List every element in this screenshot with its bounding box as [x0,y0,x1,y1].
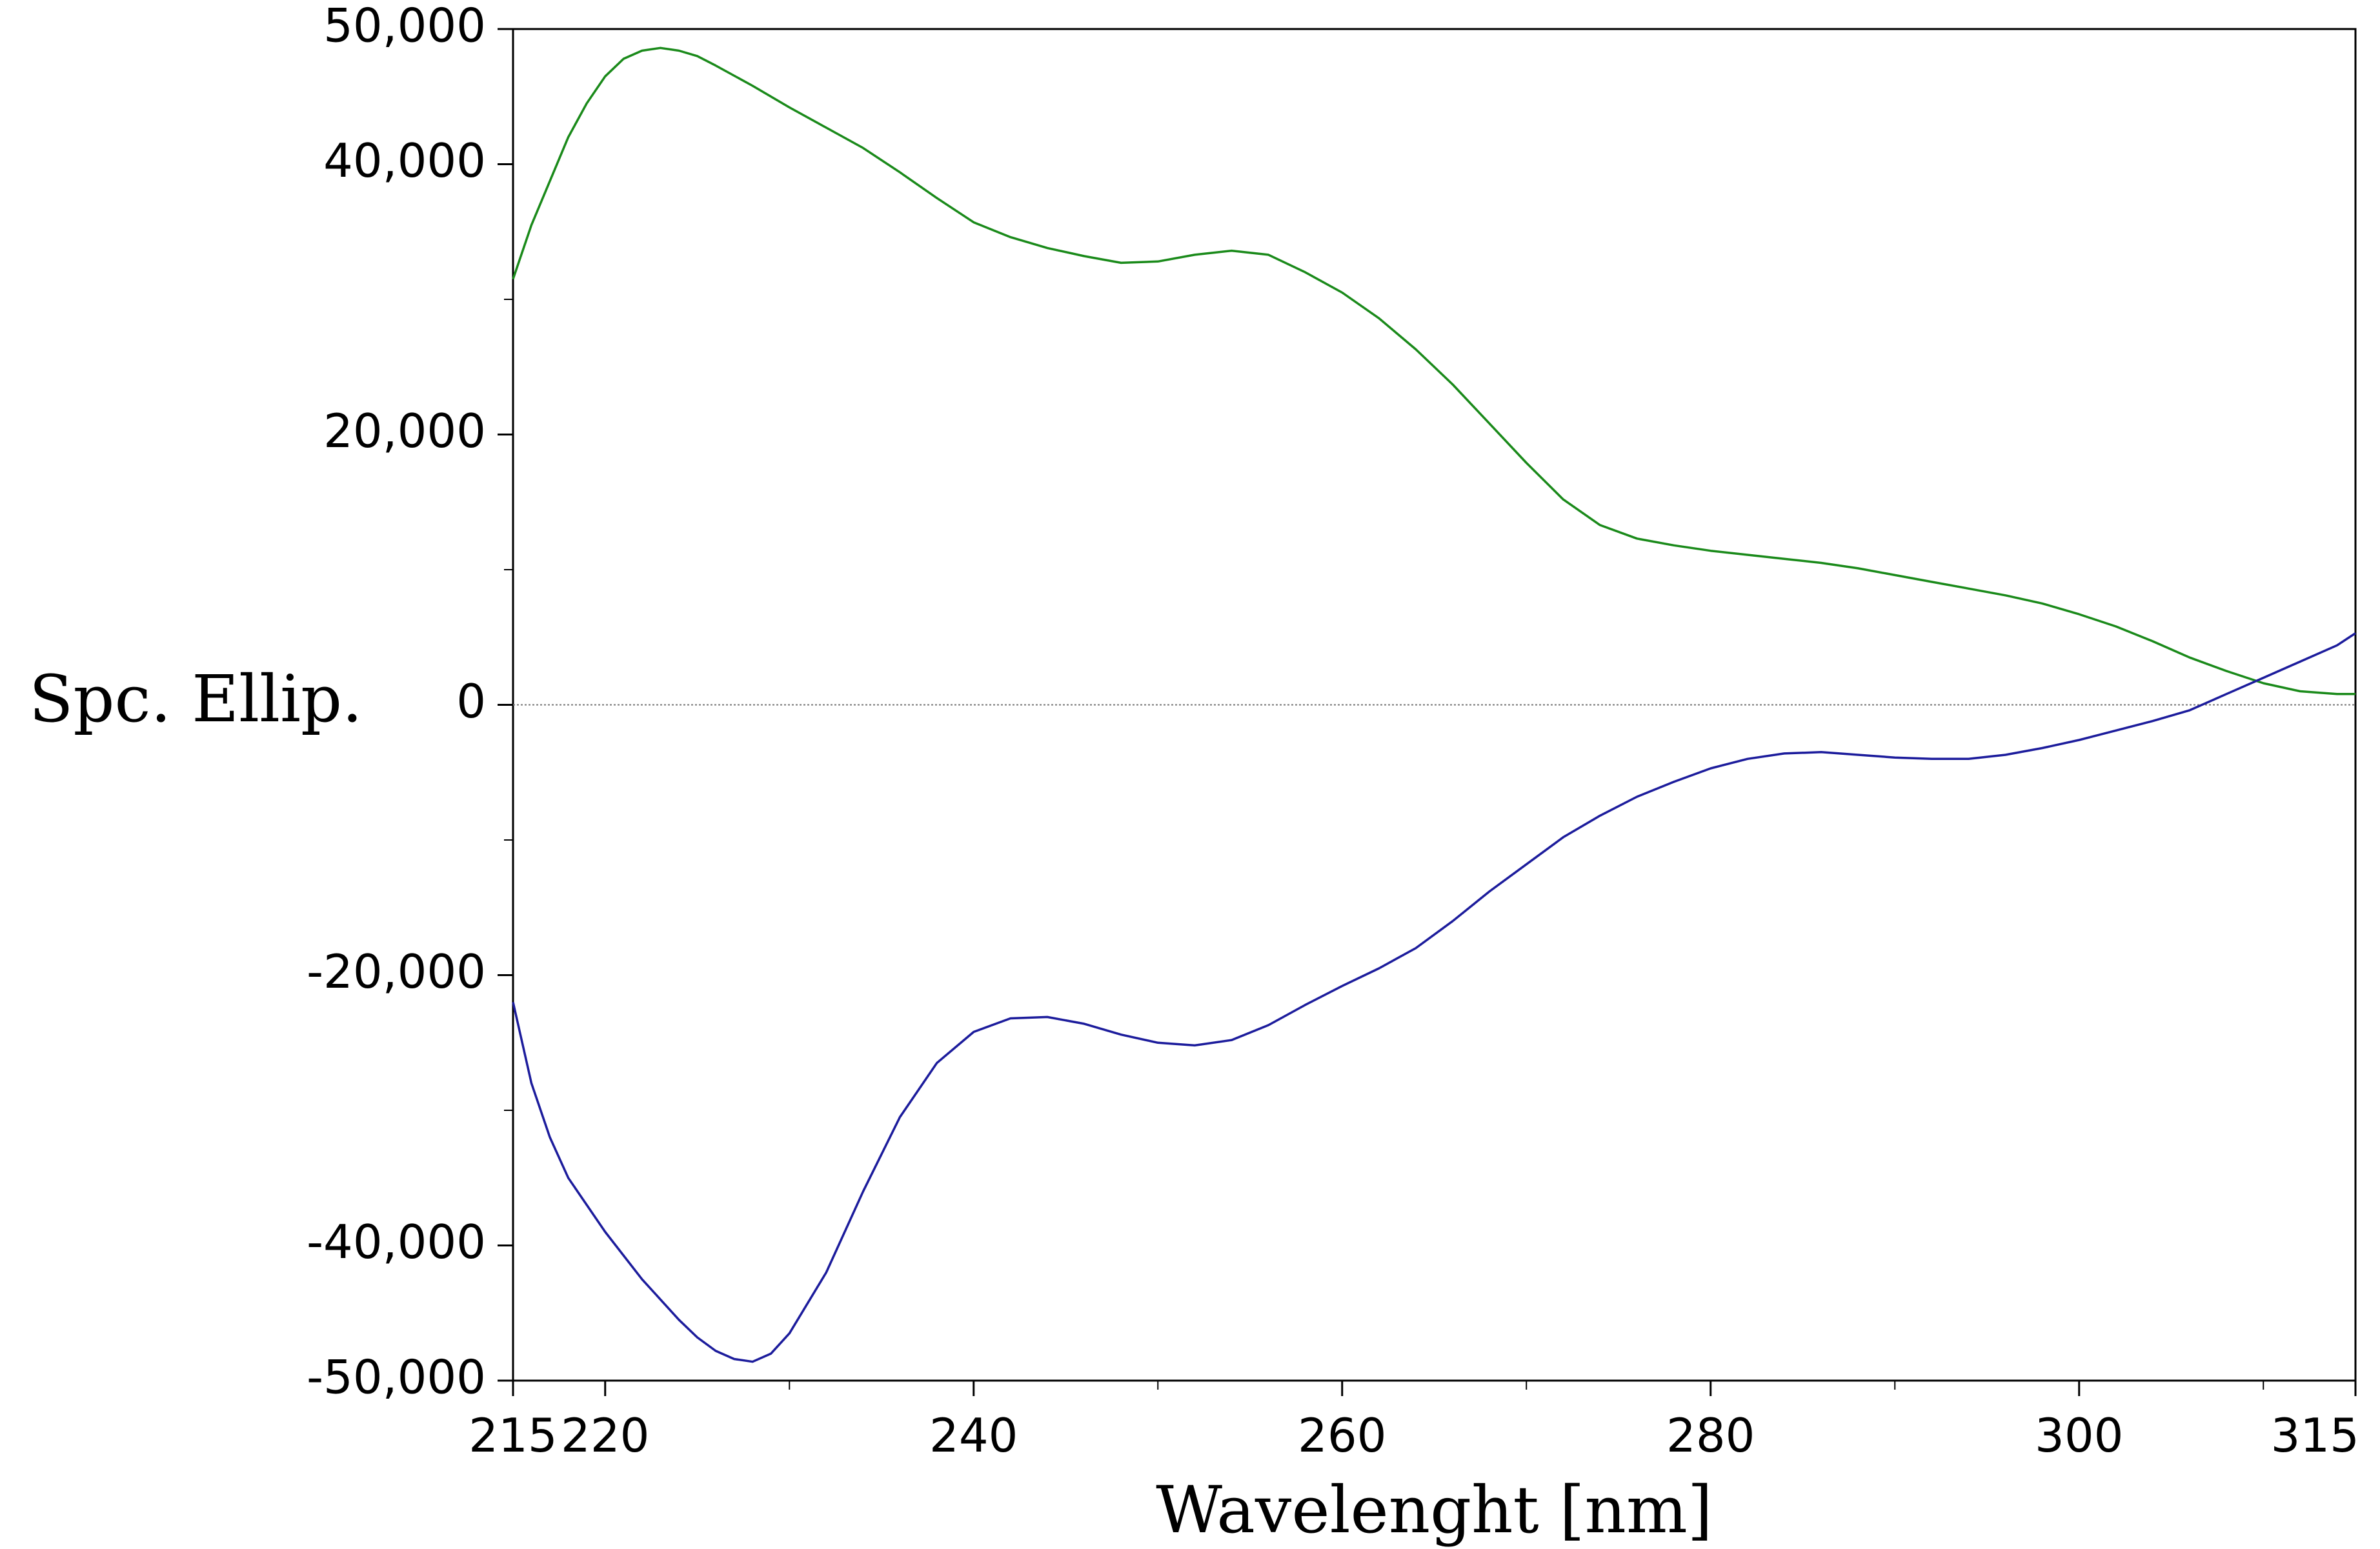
y-tick-label-5: -40,000 [307,1215,486,1269]
x-axis-title: Wavelenght [nm] [1156,1472,1713,1548]
y-tick-label-6: -50,000 [307,1350,486,1404]
series-line-green [512,46,2355,695]
x-tick-label-1: 220 [561,1408,649,1463]
x-tick-label-2: 240 [929,1408,1018,1463]
x-tick-label-6: 315 [2271,1408,2359,1463]
y-axis-title: Spc. Ellip. [29,661,363,737]
x-tick-label-4: 280 [1666,1408,1755,1463]
y-tick-label-3: 0 [456,674,486,728]
y-tick-label-0: 50,000 [323,0,486,53]
y-axis: 50,000 40,000 20,000 0 -20,000 -40,000 -50,000 [307,0,513,1404]
y-tick-label-1: 40,000 [323,134,486,188]
x-tick-label-0: 215 [469,1408,557,1463]
series-line-blue [512,632,2356,1363]
x-tick-label-3: 260 [1298,1408,1386,1463]
y-tick-label-4: -20,000 [307,944,486,999]
y-tick-label-2: 20,000 [323,404,486,458]
x-tick-label-5: 300 [2035,1408,2123,1463]
series-layer [512,46,2356,1363]
x-axis: 215 220 240 260 280 300 315 [469,1381,2359,1463]
plot-area [512,28,2357,1382]
labels-layer: Spc. Ellip. Wavelenght [nm] [29,661,1713,1548]
